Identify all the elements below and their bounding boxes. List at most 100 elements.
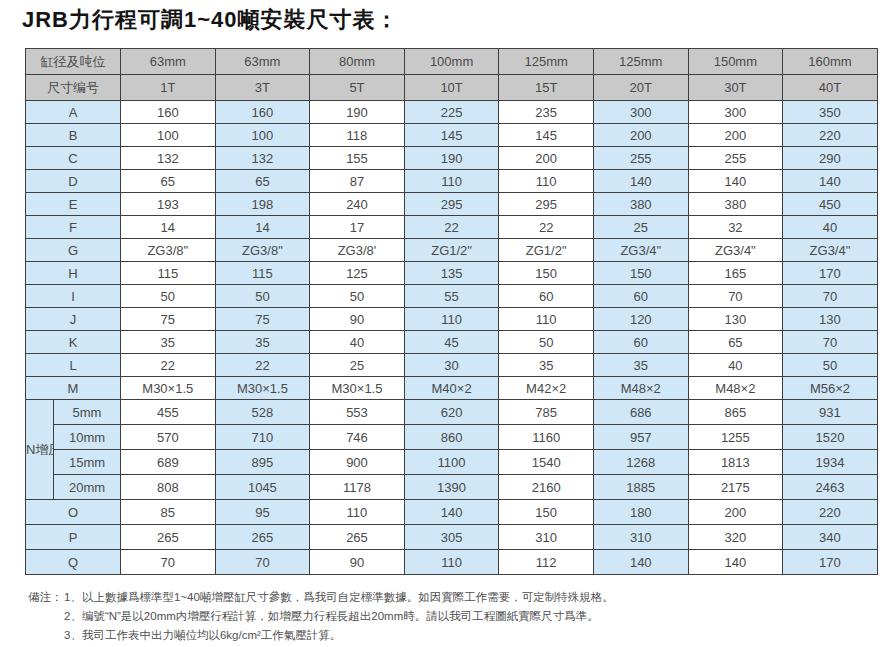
cell: 305 [404, 525, 499, 550]
cell: 50 [783, 354, 878, 377]
cell: 686 [593, 400, 688, 425]
cell: 1540 [499, 450, 594, 475]
table-row: H115115125135150150165170 [26, 262, 878, 285]
cell: 300 [688, 101, 783, 124]
cell: 1390 [404, 475, 499, 500]
cell: 75 [215, 308, 310, 331]
row-label: B [26, 124, 121, 147]
cell: 620 [404, 400, 499, 425]
cell: 808 [121, 475, 216, 500]
cell: 689 [121, 450, 216, 475]
cell: 255 [688, 147, 783, 170]
cell: 70 [215, 550, 310, 575]
cell: 553 [310, 400, 405, 425]
row-label: D [26, 170, 121, 193]
cell: 110 [404, 308, 499, 331]
page: JRB力行程可調1~40噸安裝尺寸表： 缸径及吨位63mm63mm80mm100… [0, 0, 892, 647]
n-sub-label: 10mm [54, 425, 121, 450]
cell: 570 [121, 425, 216, 450]
cell: 265 [215, 525, 310, 550]
table-row: O8595110140150180200220 [26, 500, 878, 525]
cell: 140 [593, 170, 688, 193]
cell: 180 [593, 500, 688, 525]
note-text: 3、我司工作表中出力噸位均以6kg/cm²工作氣壓計算。 [64, 626, 341, 645]
cell: 931 [783, 400, 878, 425]
header-ton-cell: 3T [215, 75, 310, 101]
cell: 65 [121, 170, 216, 193]
cell: 35 [593, 354, 688, 377]
cell: ZG1/2" [404, 239, 499, 262]
cell: 450 [783, 193, 878, 216]
cell: ZG3/8" [121, 239, 216, 262]
cell: 265 [310, 525, 405, 550]
cell: 25 [593, 216, 688, 239]
row-label: E [26, 193, 121, 216]
table-row: N增压行程5mm455528553620785686865931 [26, 400, 878, 425]
cell: 135 [404, 262, 499, 285]
cell: 140 [688, 550, 783, 575]
table-row: GZG3/8"ZG3/8"ZG3/8'ZG1/2"ZG1/2"ZG3/4"ZG3… [26, 239, 878, 262]
row-label: M [26, 377, 121, 400]
cell: 112 [499, 550, 594, 575]
cell: 160 [121, 101, 216, 124]
cell: 1100 [404, 450, 499, 475]
cell: 220 [783, 124, 878, 147]
table-row: 尺寸编号1T3T5T10T15T20T30T40T [26, 75, 878, 101]
cell: 100 [121, 124, 216, 147]
cell: 255 [593, 147, 688, 170]
cell: 40 [688, 354, 783, 377]
cell: 746 [310, 425, 405, 450]
cell: M40×2 [404, 377, 499, 400]
cell: 90 [310, 308, 405, 331]
cell: 60 [593, 331, 688, 354]
table-row: K3535404550606570 [26, 331, 878, 354]
cell: 50 [215, 285, 310, 308]
header-bore-label: 缸径及吨位 [26, 49, 121, 75]
cell: 320 [688, 525, 783, 550]
cell: 40 [783, 216, 878, 239]
row-label: L [26, 354, 121, 377]
cell: 1178 [310, 475, 405, 500]
cell: 310 [593, 525, 688, 550]
cell: 2175 [688, 475, 783, 500]
row-label: P [26, 525, 121, 550]
cell: M56×2 [783, 377, 878, 400]
row-label: J [26, 308, 121, 331]
table-row: 20mm8081045117813902160188521752463 [26, 475, 878, 500]
row-label: G [26, 239, 121, 262]
cell: 140 [688, 170, 783, 193]
cell: 290 [783, 147, 878, 170]
header-ton-cell: 20T [593, 75, 688, 101]
cell: ZG3/4" [593, 239, 688, 262]
cell: 190 [404, 147, 499, 170]
cell: 1160 [499, 425, 594, 450]
cell: 165 [688, 262, 783, 285]
cell: 310 [499, 525, 594, 550]
cell: 130 [783, 308, 878, 331]
cell: 120 [593, 308, 688, 331]
cell: 130 [688, 308, 783, 331]
cell: M30×1.5 [121, 377, 216, 400]
row-label: O [26, 500, 121, 525]
cell: 198 [215, 193, 310, 216]
cell: 200 [688, 124, 783, 147]
row-label: C [26, 147, 121, 170]
cell: 125 [310, 262, 405, 285]
header-size-label: 尺寸编号 [26, 75, 121, 101]
page-title: JRB力行程可調1~40噸安裝尺寸表： [22, 5, 399, 35]
cell: 160 [215, 101, 310, 124]
cell: 150 [499, 500, 594, 525]
table-row: A160160190225235300300350 [26, 101, 878, 124]
cell: 900 [310, 450, 405, 475]
cell: 25 [310, 354, 405, 377]
row-label: Q [26, 550, 121, 575]
note-line: 3、我司工作表中出力噸位均以6kg/cm²工作氣壓計算。 [28, 626, 614, 645]
cell: 785 [499, 400, 594, 425]
header-bore-cell: 100mm [404, 49, 499, 75]
cell: 235 [499, 101, 594, 124]
cell: 70 [783, 285, 878, 308]
cell: 70 [121, 550, 216, 575]
cell: ZG3/4" [783, 239, 878, 262]
cell: 110 [404, 550, 499, 575]
header-bore-cell: 125mm [499, 49, 594, 75]
